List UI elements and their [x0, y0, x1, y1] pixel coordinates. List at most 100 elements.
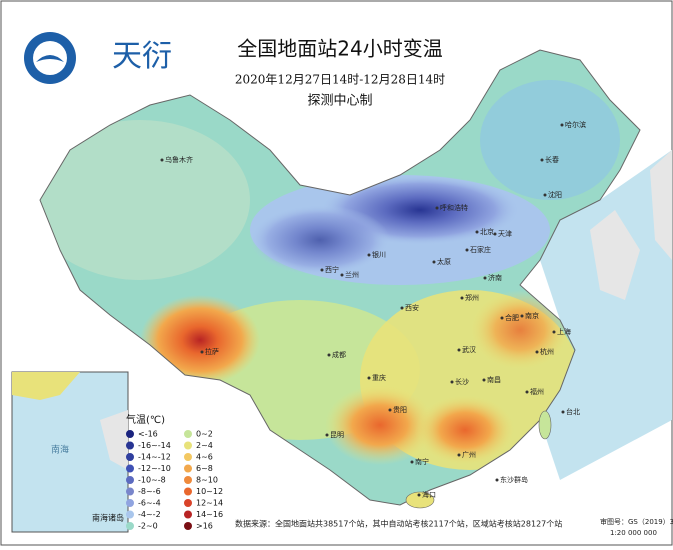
city-label: 合肥 [505, 313, 519, 322]
city-dot [543, 193, 547, 197]
legend-label: 6~8 [196, 464, 213, 473]
city-label: 郑州 [465, 294, 479, 302]
city-label: 长沙 [455, 377, 469, 386]
japan [650, 150, 672, 260]
legend-label: >16 [196, 522, 213, 531]
legend-swatch [184, 453, 192, 461]
city-dot [457, 453, 461, 457]
city-label: 杭州 [540, 347, 554, 356]
city-label: 昆明 [330, 431, 344, 439]
city-label: 广州 [462, 450, 476, 459]
legend-label: 0~2 [196, 430, 213, 439]
logo-wave [36, 55, 64, 62]
city-label: 成都 [332, 350, 346, 359]
legend-swatch [126, 453, 134, 461]
city-dot [367, 376, 371, 380]
city-label: 重庆 [372, 373, 386, 382]
taiwan [538, 410, 552, 440]
city-label: 沈阳 [548, 190, 562, 199]
city-label: 济南 [488, 273, 502, 282]
title: 全国地面站24小时变温 [237, 37, 442, 61]
city-dot [320, 268, 324, 272]
legend: 气温(℃) <-16 -16~-14 -14~-12 -12~-10 -10~-8 -8~… [126, 413, 223, 531]
city-label: 兰州 [345, 270, 359, 279]
inset-sea-label: 南海 [51, 444, 69, 456]
city-dot [525, 390, 529, 394]
city-dot [200, 350, 204, 354]
legend-swatch [126, 430, 134, 438]
legend-label: 4~6 [196, 453, 213, 462]
sea [540, 150, 672, 480]
city-label: 南京 [525, 311, 539, 320]
legend-label: 8~10 [196, 476, 218, 485]
city-dot [388, 408, 392, 412]
city-label: 东沙群岛 [500, 475, 528, 484]
city-dot [160, 158, 164, 162]
city-label: 乌鲁木齐 [165, 155, 193, 164]
legend-swatch [126, 487, 134, 496]
legend-swatch [126, 464, 134, 473]
city-dot [561, 410, 565, 414]
city-dot [560, 123, 564, 127]
legend-label: 2~4 [196, 441, 213, 450]
legend-swatch [184, 464, 192, 473]
city-dot [493, 232, 497, 236]
producer: 探测中心制 [307, 94, 372, 109]
city-dot [483, 276, 487, 280]
city-dot [327, 353, 331, 357]
city-label: 贵阳 [393, 405, 407, 414]
city-dot [340, 273, 344, 277]
city-label: 银川 [372, 250, 386, 259]
city-dot [552, 330, 556, 334]
city-dot [450, 380, 454, 384]
inset-land [12, 372, 80, 400]
city-label: 武汉 [462, 345, 476, 354]
city-dot [417, 493, 421, 497]
city-dot [435, 206, 439, 210]
city-label: 南昌 [487, 375, 501, 384]
city-label: 西安 [405, 303, 419, 312]
city-dot [495, 478, 499, 482]
legend-label: -10~-8 [138, 476, 166, 485]
legend-swatch [126, 476, 134, 484]
city-dot [432, 260, 436, 264]
city-label: 上海 [557, 327, 571, 336]
legend-label: -16~-14 [138, 441, 171, 450]
city-label: 南宁 [415, 457, 429, 466]
border [39, 49, 641, 506]
city-label: 呼和浩特 [440, 203, 468, 212]
city-dot [460, 296, 464, 300]
city-label: 太原 [437, 257, 451, 266]
legend-label: -14~-12 [138, 453, 171, 462]
legend-label: -4~-2 [138, 510, 161, 519]
city-label: 拉萨 [205, 347, 219, 356]
city-label: 海口 [422, 490, 436, 499]
legend-label: -6~-4 [138, 499, 161, 508]
legend-swatch [184, 476, 192, 484]
legend-swatch [184, 430, 192, 438]
city-label: 福州 [530, 387, 544, 396]
city-dot [465, 248, 469, 252]
city-label: 石家庄 [470, 245, 491, 254]
legend-label: 14~16 [196, 510, 223, 519]
review-number: 审图号：GS（2019）3082号 [600, 517, 673, 526]
legend-label: 12~14 [196, 499, 223, 508]
inset-label: 南海诸岛 [92, 513, 124, 523]
subtitle: 2020年12月27日14时-12月28日14时 [235, 73, 445, 87]
legend-swatch [184, 522, 192, 530]
city-label: 长春 [545, 155, 559, 164]
city-label: 哈尔滨 [565, 120, 586, 129]
city-dot [540, 158, 544, 162]
legend-swatch [184, 487, 192, 496]
legend-label: <-16 [138, 430, 158, 439]
legend-swatch [184, 510, 192, 519]
data-source: 数据来源：全国地面站共38517个站，其中自动站考核2117个站，区域站考核站2… [235, 519, 562, 529]
legend-label: 10~12 [196, 487, 223, 496]
legend-label: -8~-6 [138, 487, 161, 496]
city-dot [457, 348, 461, 352]
map-scale: 1:20 000 000 [610, 529, 657, 537]
city-dot [367, 253, 371, 257]
city-dot [520, 314, 524, 318]
city-dot [475, 230, 479, 234]
